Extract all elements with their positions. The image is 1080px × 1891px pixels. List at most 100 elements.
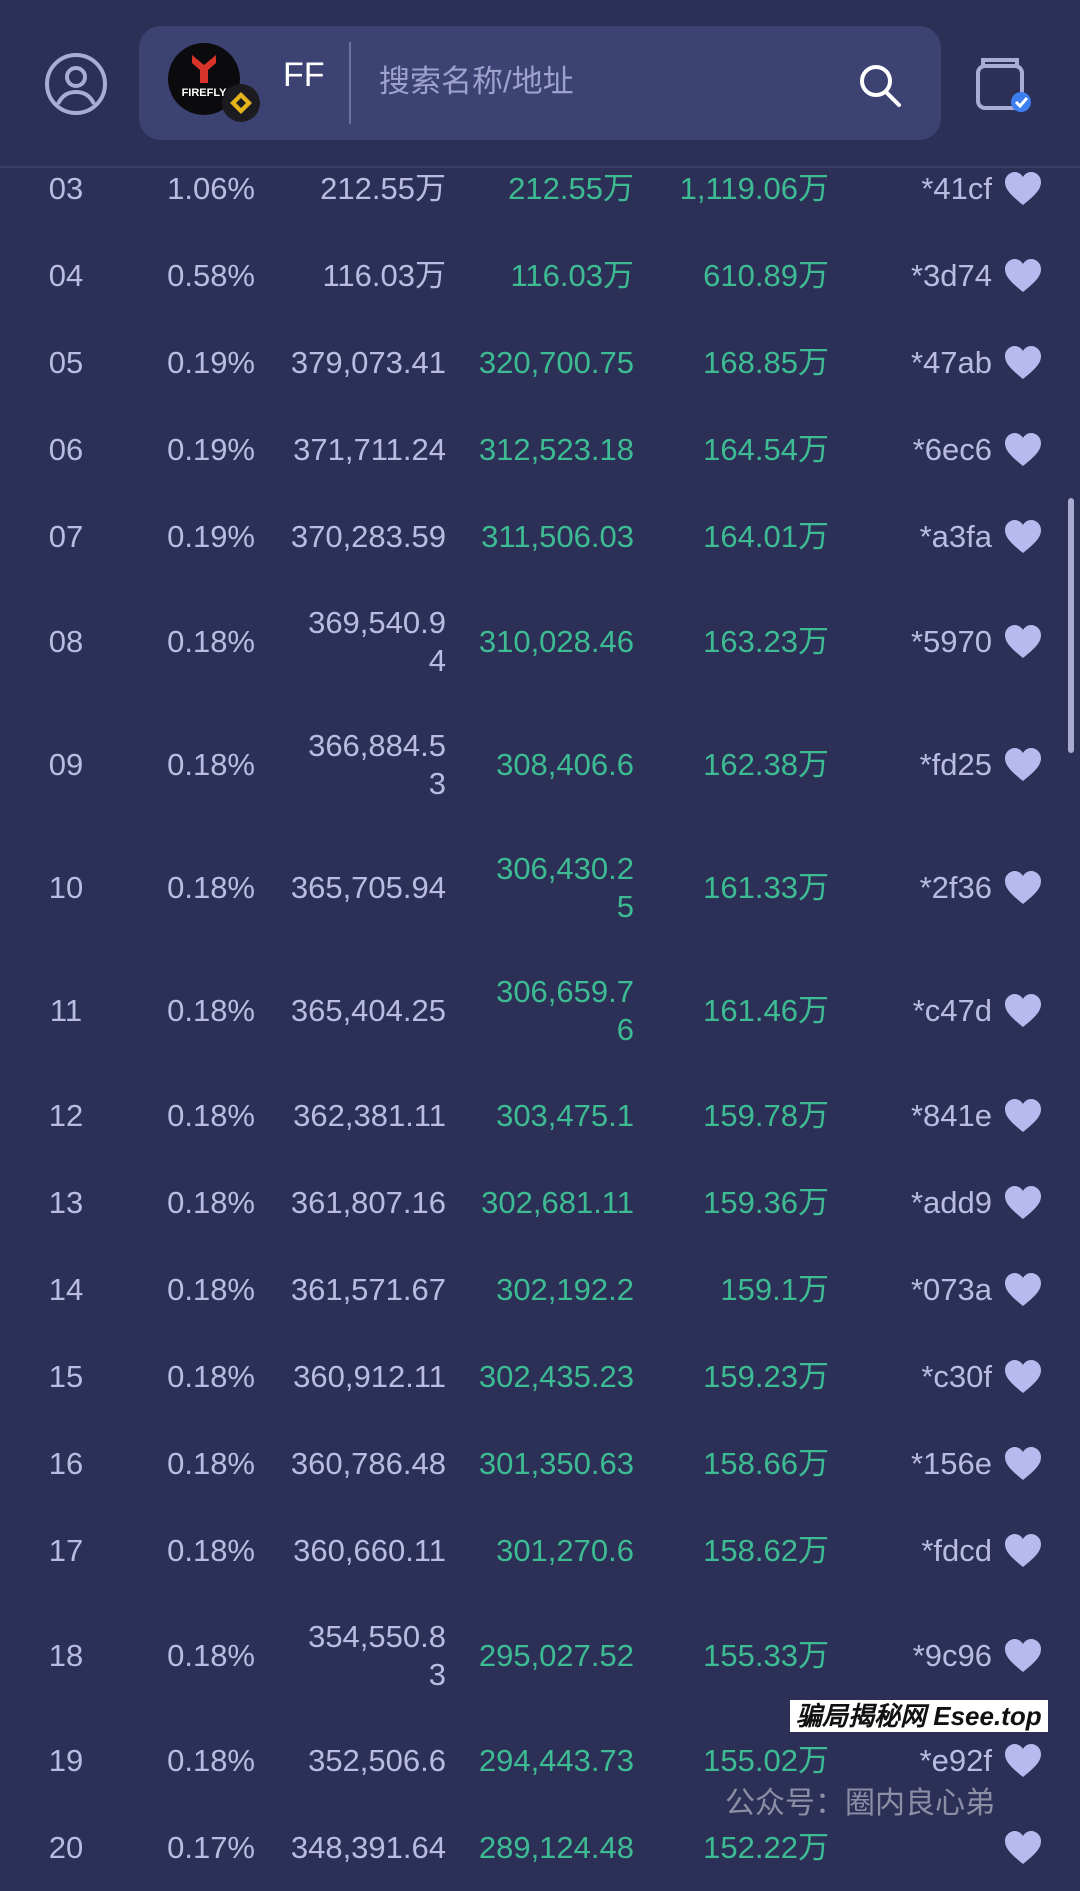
cell-c5: 162.38万 bbox=[703, 746, 829, 782]
cell-c5: 159.78万 bbox=[703, 1097, 829, 1133]
cell-c4: 295,027.52 bbox=[478, 1637, 634, 1673]
table-row[interactable]: 18 0.18% 354,550.83 295,027.52 155.33万 *9c96 bbox=[0, 1594, 1080, 1717]
heart-icon[interactable] bbox=[1004, 345, 1042, 380]
cell-c5: 158.66万 bbox=[703, 1445, 829, 1481]
heart-icon[interactable] bbox=[1004, 1272, 1042, 1307]
cell-rank: 17 bbox=[48, 1532, 84, 1568]
heart-icon[interactable] bbox=[1004, 1446, 1042, 1481]
cell-c5: 163.23万 bbox=[703, 623, 829, 659]
table-row[interactable]: 12 0.18% 362,381.11 303,475.1 159.78万 *841e bbox=[0, 1072, 1080, 1159]
cell-rank: 13 bbox=[48, 1184, 84, 1220]
cell-c3: 212.55万 bbox=[320, 170, 446, 206]
wallet-icon[interactable] bbox=[975, 56, 1031, 116]
cell-c3: 348,391.64 bbox=[290, 1829, 446, 1865]
logo-text: FIREFLY bbox=[181, 87, 227, 99]
cell-c5: 161.46万 bbox=[703, 992, 829, 1028]
table-row[interactable]: 11 0.18% 365,404.25 306,659.76 161.46万 *c47d bbox=[0, 949, 1080, 1072]
cell-rank: 20 bbox=[48, 1829, 84, 1865]
table-row[interactable]: 07 0.19% 370,283.59 311,506.03 164.01万 *a3fa bbox=[0, 493, 1080, 580]
cell-rank: 15 bbox=[48, 1358, 84, 1394]
cell-c4: 311,506.03 bbox=[481, 518, 634, 554]
cell-c3: 362,381.11 bbox=[293, 1097, 446, 1133]
table-row[interactable]: 09 0.18% 366,884.53 308,406.6 162.38万 *fd25 bbox=[0, 703, 1080, 826]
heart-icon[interactable] bbox=[1004, 747, 1042, 782]
cell-rank: 03 bbox=[48, 170, 84, 206]
table-row[interactable]: 17 0.18% 360,660.11 301,270.6 158.62万 *fdcd bbox=[0, 1507, 1080, 1594]
cell-c4: 306,430.25 bbox=[496, 850, 634, 924]
token-symbol: FF bbox=[283, 56, 325, 94]
table-row[interactable]: 20 0.17% 348,391.64 289,124.48 152.22万 bbox=[0, 1804, 1080, 1891]
table-row[interactable]: 13 0.18% 361,807.16 302,681.11 159.36万 *add9 bbox=[0, 1159, 1080, 1246]
table-row[interactable]: 06 0.19% 371,711.24 312,523.18 164.54万 *6ec6 bbox=[0, 406, 1080, 493]
cell-c3: 370,283.59 bbox=[290, 518, 446, 554]
top-bar: FIREFLY FF bbox=[0, 0, 1080, 168]
cell-pct: 0.18% bbox=[167, 1097, 255, 1133]
cell-c5: 155.33万 bbox=[703, 1637, 829, 1673]
heart-icon[interactable] bbox=[1004, 519, 1042, 554]
cell-pct: 0.19% bbox=[167, 431, 255, 467]
heart-icon[interactable] bbox=[1004, 1359, 1042, 1394]
cell-c3: 360,660.11 bbox=[293, 1532, 446, 1568]
cell-rank: 07 bbox=[48, 518, 84, 554]
cell-c4: 303,475.1 bbox=[496, 1097, 634, 1133]
cell-rank: 14 bbox=[48, 1271, 84, 1307]
search-icon[interactable] bbox=[857, 62, 903, 108]
cell-c5: 168.85万 bbox=[703, 344, 829, 380]
table-row[interactable]: 05 0.19% 379,073.41 320,700.75 168.85万 *47ab bbox=[0, 319, 1080, 406]
cell-pct: 0.18% bbox=[167, 1445, 255, 1481]
cell-pct: 0.17% bbox=[167, 1829, 255, 1865]
heart-icon[interactable] bbox=[1004, 171, 1042, 206]
cell-c4: 289,124.48 bbox=[478, 1829, 634, 1865]
cell-addr: *3d74 bbox=[910, 257, 992, 293]
heart-icon[interactable] bbox=[1004, 258, 1042, 293]
cell-rank: 12 bbox=[48, 1097, 84, 1133]
cell-rank: 11 bbox=[49, 992, 83, 1028]
cell-pct: 0.18% bbox=[167, 1532, 255, 1568]
cell-c3: 354,550.83 bbox=[308, 1618, 446, 1692]
table-row[interactable]: 19 0.18% 352,506.6 294,443.73 155.02万 *e92f bbox=[0, 1717, 1080, 1804]
cell-rank: 09 bbox=[48, 746, 84, 782]
heart-icon[interactable] bbox=[1004, 993, 1042, 1028]
cell-c3: 360,786.48 bbox=[290, 1445, 446, 1481]
cell-addr: *c30f bbox=[921, 1358, 992, 1394]
table-row[interactable]: 10 0.18% 365,705.94 306,430.25 161.33万 *2f36 bbox=[0, 826, 1080, 949]
user-profile-icon[interactable] bbox=[44, 52, 108, 116]
cell-addr: *fdcd bbox=[921, 1532, 992, 1568]
cell-rank: 04 bbox=[48, 257, 84, 293]
cell-c3: 116.03万 bbox=[322, 257, 446, 293]
scrollbar[interactable] bbox=[1068, 498, 1074, 753]
heart-icon[interactable] bbox=[1004, 1638, 1042, 1673]
cell-c4: 308,406.6 bbox=[496, 746, 634, 782]
cell-c5: 155.02万 bbox=[703, 1742, 829, 1778]
heart-icon[interactable] bbox=[1004, 624, 1042, 659]
cell-rank: 08 bbox=[48, 623, 84, 659]
heart-icon[interactable] bbox=[1004, 1533, 1042, 1568]
cell-pct: 0.19% bbox=[167, 344, 255, 380]
heart-icon[interactable] bbox=[1004, 1743, 1042, 1778]
watermark-site: 骗局揭秘网 Esee.top bbox=[790, 1700, 1048, 1732]
table-row[interactable]: 14 0.18% 361,571.67 302,192.2 159.1万 *073a bbox=[0, 1246, 1080, 1333]
search-input[interactable] bbox=[379, 54, 799, 110]
table-row[interactable]: 16 0.18% 360,786.48 301,350.63 158.66万 *156e bbox=[0, 1420, 1080, 1507]
cell-c4: 306,659.76 bbox=[496, 973, 634, 1047]
cell-c3: 371,711.24 bbox=[293, 431, 446, 467]
cell-c5: 159.36万 bbox=[703, 1184, 829, 1220]
cell-addr: *2f36 bbox=[919, 869, 992, 905]
table-row[interactable]: 03 1.06% 212.55万 212.55万 1,119.06万 *41cf bbox=[0, 145, 1080, 232]
cell-pct: 0.18% bbox=[167, 1742, 255, 1778]
cell-c3: 360,912.11 bbox=[293, 1358, 446, 1394]
heart-icon[interactable] bbox=[1004, 1185, 1042, 1220]
table-row[interactable]: 15 0.18% 360,912.11 302,435.23 159.23万 *c30f bbox=[0, 1333, 1080, 1420]
cell-c3: 369,540.94 bbox=[308, 604, 446, 678]
table-row[interactable]: 08 0.18% 369,540.94 310,028.46 163.23万 *5970 bbox=[0, 580, 1080, 703]
cell-addr: *9c96 bbox=[912, 1637, 992, 1673]
cell-pct: 0.58% bbox=[167, 257, 255, 293]
cell-c4: 301,270.6 bbox=[496, 1532, 634, 1568]
heart-icon[interactable] bbox=[1004, 1098, 1042, 1133]
cell-pct: 0.18% bbox=[167, 746, 255, 782]
table-row[interactable]: 04 0.58% 116.03万 116.03万 610.89万 *3d74 bbox=[0, 232, 1080, 319]
cell-addr: *156e bbox=[910, 1445, 992, 1481]
heart-icon[interactable] bbox=[1004, 870, 1042, 905]
heart-icon[interactable] bbox=[1004, 432, 1042, 467]
heart-icon[interactable] bbox=[1004, 1830, 1042, 1865]
